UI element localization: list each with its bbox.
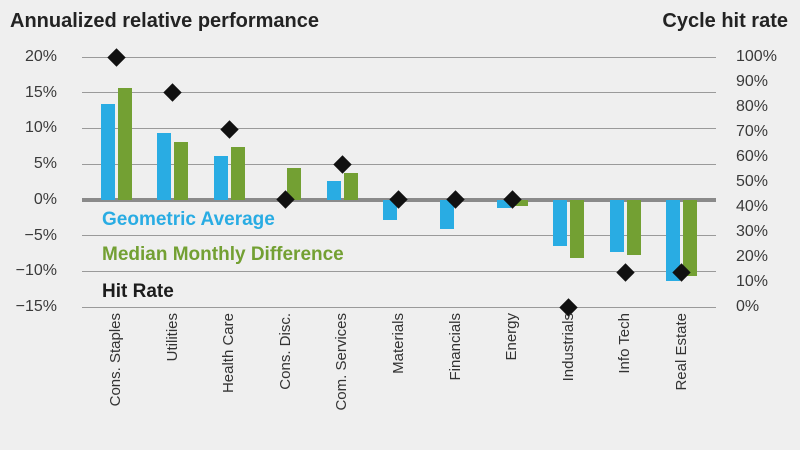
- plot-area: [82, 47, 716, 317]
- bar-median-monthly-difference: [287, 168, 302, 200]
- bar-median-monthly-difference: [117, 88, 132, 200]
- legend-item-geometric-average: Geometric Average: [102, 209, 275, 230]
- gridline: [82, 235, 716, 237]
- bar-median-monthly-difference: [570, 199, 585, 258]
- left-axis-tick: 5%: [33, 155, 57, 173]
- bar-median-monthly-difference: [174, 142, 189, 200]
- right-axis-tick: 10%: [736, 273, 769, 290]
- left-axis-tick: −5%: [24, 226, 57, 244]
- bar-median-monthly-difference: [513, 199, 528, 206]
- legend-item-hit-rate: Hit Rate: [102, 281, 174, 302]
- hit-rate-diamond: [220, 120, 239, 139]
- bar-geometric-average: [609, 199, 624, 252]
- category-label: Real Estate: [672, 313, 690, 391]
- bar-median-monthly-difference: [626, 199, 641, 255]
- gridline: [82, 92, 716, 94]
- right-axis-tick: 60%: [736, 148, 769, 165]
- legend-item-median-monthly-difference: Median Monthly Difference: [102, 244, 344, 265]
- category-label: Health Care: [220, 313, 238, 394]
- bar-median-monthly-difference: [343, 173, 358, 200]
- right-axis-tick: 30%: [736, 223, 769, 240]
- bar-geometric-average: [666, 199, 681, 281]
- bar-geometric-average: [496, 199, 511, 209]
- left-axis-tick: 15%: [24, 83, 57, 101]
- bar-geometric-average: [157, 132, 172, 200]
- bar-geometric-average: [440, 199, 455, 230]
- bar-median-monthly-difference: [683, 199, 698, 276]
- gridline: [82, 127, 716, 129]
- left-axis-tick: −15%: [15, 298, 57, 315]
- category-label: Utilities: [163, 313, 181, 362]
- right-axis-title: Cycle hit rate: [662, 10, 788, 32]
- gridline: [82, 56, 716, 58]
- category-label: Energy: [503, 313, 521, 361]
- right-axis-tick: 70%: [736, 123, 769, 140]
- category-label: Info Tech: [616, 313, 634, 374]
- bar-geometric-average: [213, 156, 228, 200]
- bar-geometric-average: [100, 104, 115, 200]
- hit-rate-diamond: [333, 155, 352, 174]
- category-label: Industrials: [559, 313, 577, 382]
- gridline: [82, 306, 716, 308]
- bar-median-monthly-difference: [230, 147, 245, 200]
- right-axis-tick: 0%: [736, 298, 760, 315]
- left-axis-tick: 10%: [24, 119, 57, 137]
- category-label: Com. Services: [333, 313, 351, 411]
- left-axis-tick: −10%: [15, 262, 57, 280]
- gridline: [82, 270, 716, 272]
- right-axis-tick: 80%: [736, 98, 769, 115]
- bar-geometric-average: [326, 181, 341, 200]
- left-axis-tick: 0%: [33, 190, 57, 208]
- hit-rate-diamond: [163, 82, 183, 102]
- category-label: Cons. Staples: [107, 313, 125, 407]
- left-axis-tick: 20%: [24, 48, 57, 65]
- gridline: [82, 163, 716, 165]
- left-axis-title: Annualized relative performance: [10, 10, 319, 32]
- category-label: Materials: [389, 313, 407, 374]
- right-axis-tick: 40%: [736, 198, 769, 215]
- category-label: Cons. Disc.: [276, 313, 294, 390]
- right-axis-tick: 20%: [736, 248, 769, 265]
- right-axis-tick: 50%: [736, 173, 769, 190]
- bar-geometric-average: [553, 199, 568, 247]
- right-axis-tick: 90%: [736, 73, 769, 90]
- right-axis-tick: 100%: [736, 48, 777, 65]
- hit-rate-diamond: [107, 47, 126, 67]
- category-label: Financials: [446, 313, 464, 381]
- hit-rate-diamond: [615, 262, 635, 282]
